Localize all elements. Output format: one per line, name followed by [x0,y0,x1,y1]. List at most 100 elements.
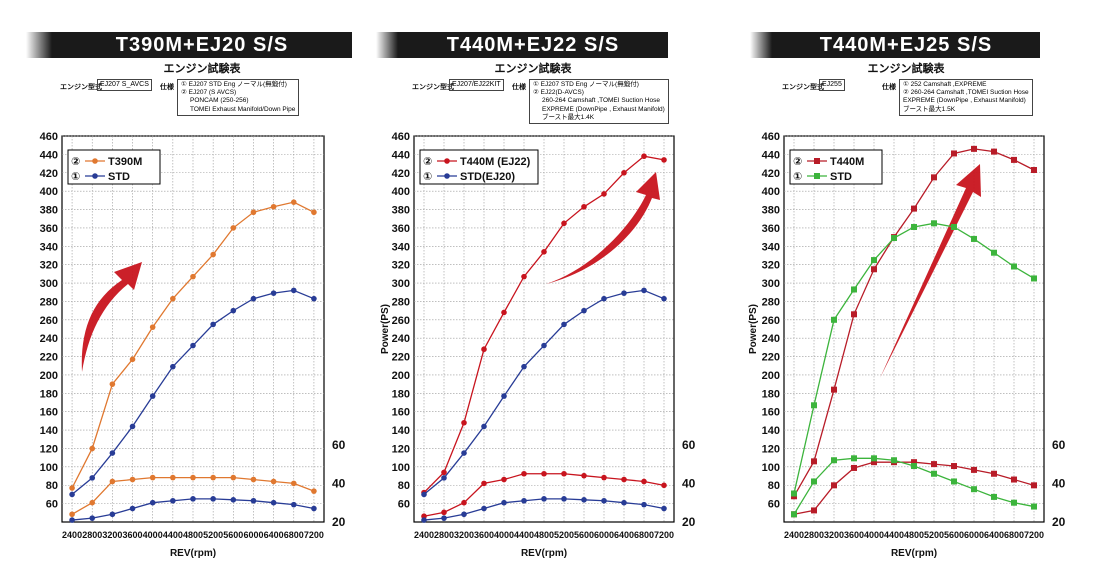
data-point [170,497,176,504]
legend-label: T440M [830,156,864,168]
data-point [601,474,607,481]
y-tick-label: 300 [40,278,58,290]
data-point [501,476,507,483]
data-point [149,474,156,481]
y-tick-label: 160 [392,407,410,419]
data-point [871,257,877,264]
data-point [1011,499,1017,506]
data-point [461,450,467,456]
data-point [1031,275,1037,282]
y-tick-label: 80 [46,480,58,492]
data-point [250,295,257,302]
data-point [831,457,837,464]
spec-line: EXPREME (DownPipe , Exhaust Manifold) [903,97,1026,105]
data-point [601,191,607,197]
y-tick-label: 460 [40,131,58,143]
data-point [461,419,467,426]
y-tick-label: 380 [762,205,780,217]
y2-tick-label: 40 [1052,476,1066,490]
data-point [190,496,196,502]
y-tick-label: 160 [40,407,58,419]
y-tick-label: 440 [762,149,780,161]
data-point [461,511,467,518]
data-point [481,505,487,512]
y-tick-label: 140 [40,425,58,437]
data-point [311,505,317,512]
y-tick-label: 440 [40,149,58,161]
chart-title: T390M+EJ20 S/S [52,32,352,58]
x-axis-label: REV(rpm) [891,548,937,559]
x-tick-label: 6000 [594,530,614,540]
spec-line: ① 252 Camshaft ,EXPREME [903,81,987,88]
data-point [911,463,917,470]
y-tick-label: 260 [40,315,58,327]
data-point [951,150,957,157]
y-tick-label: 120 [392,443,410,455]
data-point [661,482,667,489]
x-tick-label: 2800 [82,530,102,540]
x-tick-label: 2400 [414,530,434,540]
chart-title: T440M+EJ25 S/S [772,32,1040,58]
data-point [991,470,997,477]
spec-line: 260-264 Camshaft ,TOMEI Suction Hose [542,97,661,105]
x-tick-label: 4400 [514,530,534,540]
x-tick-label: 4800 [534,530,554,540]
y-tick-label: 280 [392,296,410,308]
spec-line: ① EJ207 STD Eng ノーマル(無鍛付) [181,81,287,88]
legend-marker [444,158,450,164]
data-point [661,295,667,302]
legend-box [419,149,539,185]
data-point [441,515,447,521]
data-point [811,458,817,465]
y-tick-label: 220 [762,352,780,364]
data-point [109,381,116,387]
engine-type-value: EJ207 S_AVCS [97,79,152,91]
y-tick-label: 440 [392,149,410,161]
x-tick-label: 3200 [824,530,844,540]
y-tick-label: 80 [768,480,780,492]
data-point [170,363,176,370]
spec-line: PONCAM (250-256) [190,97,249,105]
banner-fade [26,32,52,58]
data-point [541,496,547,502]
data-point [811,507,817,514]
x-tick-label: 7200 [654,530,674,540]
y-tick-label: 320 [40,260,58,272]
data-point [190,342,196,349]
x-tick-label: 6000 [243,530,263,540]
x-axis-label: REV(rpm) [521,548,567,559]
data-point [481,480,487,487]
data-point [621,476,627,483]
x-tick-label: 4400 [163,530,183,540]
data-point [230,225,237,231]
data-point [501,393,507,399]
data-point [149,324,156,330]
legend-label: STD [830,171,852,183]
data-point [561,220,567,227]
y-tick-label: 100 [392,462,410,474]
y-tick-label: 240 [392,333,410,345]
data-point [581,472,587,479]
chart-title: T440M+EJ22 S/S [398,32,668,58]
spec-line: ② EJ207 (S AVCS) [181,89,237,97]
x-tick-label: 4800 [904,530,924,540]
data-point [109,478,116,485]
data-point [270,203,277,210]
y-tick-label: 240 [762,333,780,345]
legend-number: ② [71,156,80,168]
data-point [170,295,176,302]
data-point [69,511,75,518]
data-point [991,148,997,155]
x-tick-label: 2400 [62,530,82,540]
spec-line: ブースト最大1.5K [903,105,956,113]
data-point [951,223,957,230]
y-tick-label: 360 [392,223,410,235]
data-point [521,363,527,370]
data-point [641,501,647,508]
data-point [149,393,156,399]
y-tick-label: 200 [392,370,410,382]
data-point [441,509,447,516]
x-tick-label: 5200 [554,530,574,540]
data-point [931,470,937,477]
data-point [931,220,937,227]
